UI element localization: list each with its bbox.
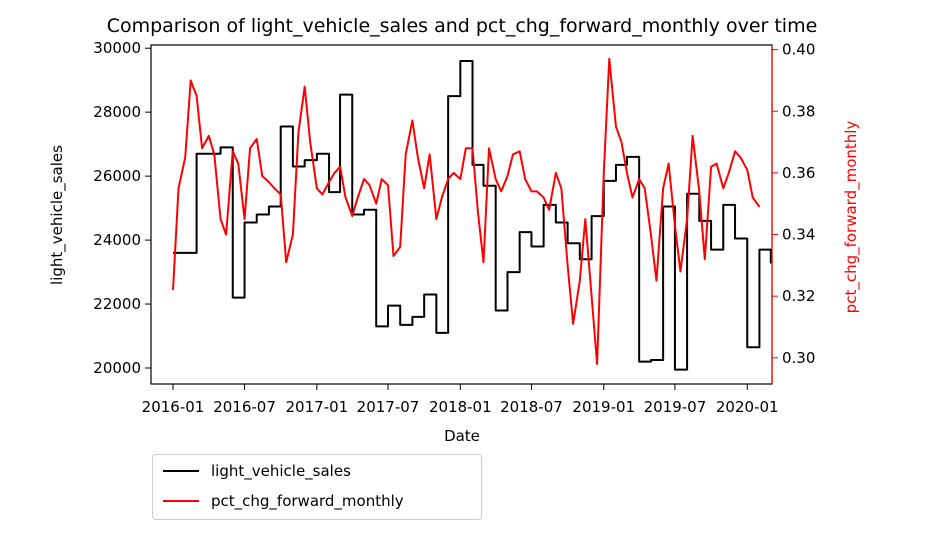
left-y-tick-label: 20000	[93, 359, 141, 377]
legend-swatch-black	[163, 470, 199, 472]
x-tick-label: 2020-01	[716, 398, 779, 416]
legend-entry-light-vehicle-sales: light_vehicle_sales	[153, 459, 351, 483]
left-y-tick-label: 26000	[93, 167, 141, 185]
x-tick-label: 2018-01	[429, 398, 492, 416]
left-y-tick-label: 30000	[93, 39, 141, 57]
legend-label: light_vehicle_sales	[211, 462, 351, 480]
left-y-axis-label: light_vehicle_sales	[48, 145, 67, 285]
left-y-tick-label: 22000	[93, 295, 141, 313]
right-y-tick-label: 0.34	[782, 226, 815, 244]
x-tick-label: 2019-01	[572, 398, 635, 416]
x-tick-label: 2019-07	[644, 398, 707, 416]
right-y-tick-label: 0.32	[782, 287, 815, 305]
left-y-tick-label: 24000	[93, 231, 141, 249]
right-y-tick-label: 0.38	[782, 102, 815, 120]
right-y-tick-label: 0.30	[782, 349, 815, 367]
pct-chg-forward-monthly-line	[172, 57, 761, 365]
legend: light_vehicle_sales pct_chg_forward_mont…	[152, 454, 482, 520]
legend-swatch-red	[163, 500, 199, 502]
x-tick-label: 2016-07	[213, 398, 276, 416]
x-axis-label: Date	[444, 427, 480, 445]
right-y-tick-label: 0.40	[782, 41, 815, 59]
legend-entry-pct-chg-forward-monthly: pct_chg_forward_monthly	[153, 489, 404, 513]
chart-title: Comparison of light_vehicle_sales and pc…	[107, 15, 818, 37]
x-tick-label: 2017-01	[286, 398, 349, 416]
x-tick-label: 2018-07	[500, 398, 563, 416]
right-y-tick-label: 0.36	[782, 164, 815, 182]
right-y-axis-label: pct_chg_forward_monthly	[842, 121, 861, 314]
legend-label: pct_chg_forward_monthly	[211, 492, 404, 510]
x-tick-label: 2016-01	[142, 398, 205, 416]
light-vehicle-sales-line	[173, 59, 772, 371]
left-y-tick-label: 28000	[93, 103, 141, 121]
x-tick-label: 2017-07	[357, 398, 420, 416]
